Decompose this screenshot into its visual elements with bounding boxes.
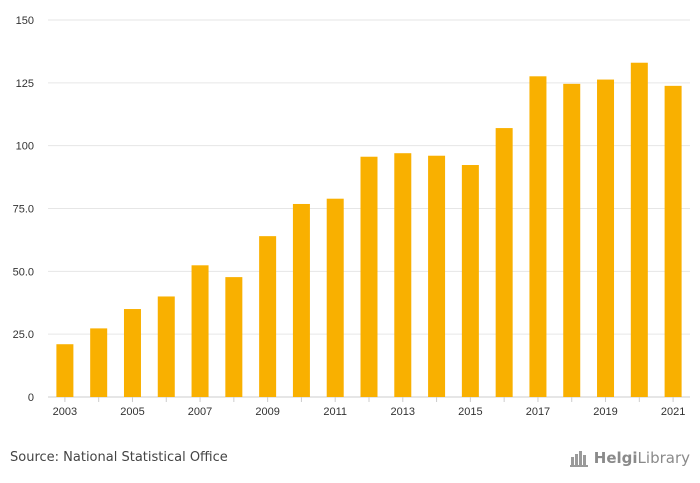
x-tick-label: 2013 — [391, 406, 415, 418]
x-tick-label: 2009 — [255, 406, 279, 418]
bar — [529, 76, 547, 397]
x-tick-label: 2007 — [188, 406, 212, 418]
bar — [630, 62, 648, 398]
brand-suffix: Library — [637, 449, 690, 467]
x-tick-label: 2015 — [458, 406, 482, 418]
bar — [664, 85, 682, 397]
source-note: Source: National Statistical Office — [10, 450, 228, 465]
bar — [56, 344, 74, 397]
y-tick-label: 50.0 — [13, 266, 34, 278]
library-icon — [569, 451, 588, 467]
brand-logo: Helgi Library — [569, 449, 690, 467]
y-tick-label: 75.0 — [13, 204, 34, 216]
bar — [292, 203, 310, 397]
y-tick-label: 100 — [16, 141, 34, 153]
bar — [597, 79, 615, 397]
x-tick-label: 2003 — [53, 406, 77, 418]
bar — [326, 198, 344, 397]
bar-chart: 0 25.0 50.0 75.0 100 125 150 2003 2005 2007 2009 20… — [13, 15, 690, 418]
y-tick-label: 25.0 — [13, 329, 34, 341]
bar — [428, 155, 446, 397]
y-tick-label: 150 — [16, 15, 34, 27]
bar — [157, 296, 175, 397]
y-tick-label: 0 — [28, 392, 34, 404]
x-tick-label: 2005 — [120, 406, 144, 418]
bar — [394, 153, 412, 397]
y-tick-label: 125 — [16, 78, 34, 90]
bar — [360, 156, 378, 397]
bar — [123, 309, 141, 397]
bar — [563, 83, 581, 397]
x-tick-label: 2011 — [323, 406, 347, 418]
x-tick-label: 2019 — [593, 406, 617, 418]
bar — [191, 265, 209, 397]
brand-prefix: Helgi — [593, 449, 638, 467]
bar — [225, 277, 243, 397]
bar — [259, 236, 277, 397]
x-tick-label: 2021 — [661, 406, 685, 418]
bar — [90, 328, 108, 397]
bar — [461, 165, 479, 397]
bar — [495, 128, 513, 397]
x-tick-label: 2017 — [526, 406, 550, 418]
